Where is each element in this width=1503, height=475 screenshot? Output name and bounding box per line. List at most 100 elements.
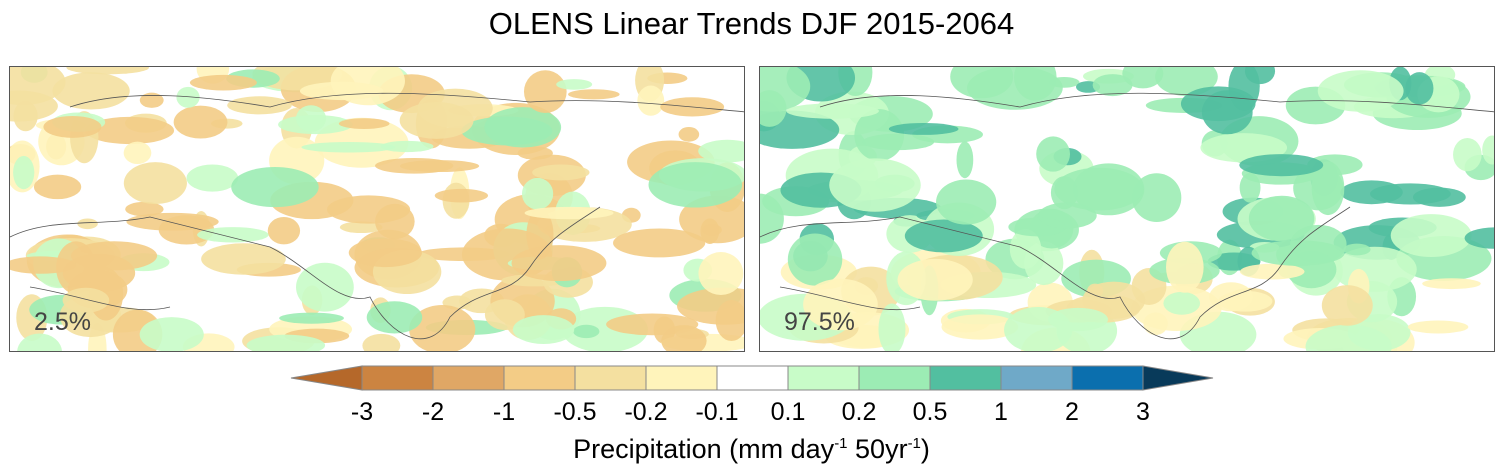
precip-region — [862, 133, 935, 151]
panel-label: 2.5% — [34, 308, 91, 336]
precip-region — [1321, 285, 1373, 326]
label-exponent: -1 — [834, 435, 848, 452]
precip-region — [295, 105, 327, 132]
precip-region — [1048, 307, 1108, 332]
precip-region — [43, 115, 102, 138]
tick-label: 0.1 — [770, 398, 806, 426]
precip-region — [1317, 70, 1404, 112]
precip-region — [897, 258, 973, 301]
precip-region — [1311, 161, 1345, 216]
precip-region — [231, 167, 319, 208]
precip-region — [267, 217, 301, 245]
precip-region — [186, 164, 239, 192]
precip-region — [299, 81, 384, 101]
precip-region — [829, 158, 921, 212]
precip-region — [1244, 67, 1276, 85]
label-text: Precipitation (mm day — [573, 434, 835, 464]
precip-region — [139, 317, 204, 351]
colorbar-bin — [787, 365, 860, 391]
precip-region — [123, 141, 152, 165]
label-exponent: -1 — [907, 435, 921, 452]
precip-region — [521, 177, 554, 210]
precip-region — [409, 305, 476, 351]
colorbar-bin — [432, 365, 505, 391]
precip-region — [532, 164, 590, 181]
precip-region — [1248, 195, 1315, 242]
precip-region — [13, 155, 35, 190]
label-text: 50yr — [847, 434, 908, 464]
colorbar-bin — [929, 365, 1002, 391]
colorbar-bin — [1000, 365, 1073, 391]
precip-region — [1453, 137, 1482, 172]
precip-region — [348, 238, 422, 268]
figure-title: OLENS Linear Trends DJF 2015-2064 — [488, 6, 1015, 41]
precip-region — [62, 287, 110, 313]
precip-region — [1239, 154, 1324, 177]
colorbar-bin — [503, 365, 576, 391]
tick-label: 0.5 — [912, 398, 948, 426]
precip-region — [484, 299, 525, 331]
tick-label: 0.2 — [841, 398, 877, 426]
precip-region — [760, 90, 787, 127]
precip-region — [10, 256, 76, 274]
precip-region — [678, 126, 700, 142]
precip-region — [301, 142, 396, 153]
precip-region — [1305, 324, 1392, 351]
precip-region — [339, 221, 383, 234]
colorbar-high-arrow — [1142, 365, 1214, 391]
precip-region — [17, 333, 63, 351]
precip-region — [1207, 252, 1261, 271]
precip-region — [399, 102, 474, 139]
precip-region — [1201, 90, 1253, 135]
precip-region — [77, 218, 98, 230]
tick-label: 2 — [1065, 398, 1079, 426]
precip-region — [1054, 167, 1144, 211]
precip-region — [123, 162, 187, 205]
precip-region — [1390, 214, 1472, 257]
map-left — [10, 67, 744, 351]
precip-region — [715, 300, 744, 342]
tick-label: -0.5 — [553, 398, 597, 426]
precip-region — [956, 141, 974, 179]
precip-region — [1464, 227, 1494, 249]
precip-region — [523, 70, 567, 113]
precip-region — [52, 72, 130, 110]
precip-region — [803, 278, 878, 331]
colorbar-bin — [858, 365, 931, 391]
precip-region — [1407, 320, 1469, 334]
precip-region — [173, 105, 228, 139]
tick-label: -1 — [492, 398, 516, 426]
map-panel-97.5-percent: 97.5% — [759, 66, 1495, 352]
precip-region — [698, 139, 744, 163]
colorbar-bin — [361, 365, 434, 391]
precip-region — [512, 315, 575, 345]
precip-region — [338, 118, 390, 129]
colorbar-bin — [645, 365, 718, 391]
precip-region — [125, 201, 164, 217]
precip-region — [524, 206, 614, 220]
precip-region — [362, 333, 401, 351]
precip-region — [33, 174, 82, 200]
colorbar-bin — [1071, 365, 1144, 391]
precip-region — [511, 245, 607, 282]
precip-region — [950, 67, 1014, 99]
map-panel-2.5-percent: 2.5% — [9, 66, 745, 352]
precip-region — [936, 179, 997, 225]
precip-region — [399, 160, 480, 173]
precip-region — [380, 140, 434, 153]
precip-region — [71, 241, 158, 271]
precip-region — [1122, 67, 1164, 89]
precip-region — [941, 314, 1019, 340]
precip-region — [246, 334, 326, 351]
precip-region — [1166, 241, 1204, 293]
precip-region — [556, 79, 593, 90]
precip-region — [1370, 183, 1451, 205]
precip-region — [1422, 278, 1481, 290]
coastline — [10, 92, 744, 340]
precip-region — [85, 116, 175, 145]
precip-region — [637, 85, 665, 116]
tick-label: -3 — [350, 398, 374, 426]
precip-region — [197, 227, 269, 243]
precip-region — [661, 325, 707, 351]
precip-region — [904, 219, 983, 253]
